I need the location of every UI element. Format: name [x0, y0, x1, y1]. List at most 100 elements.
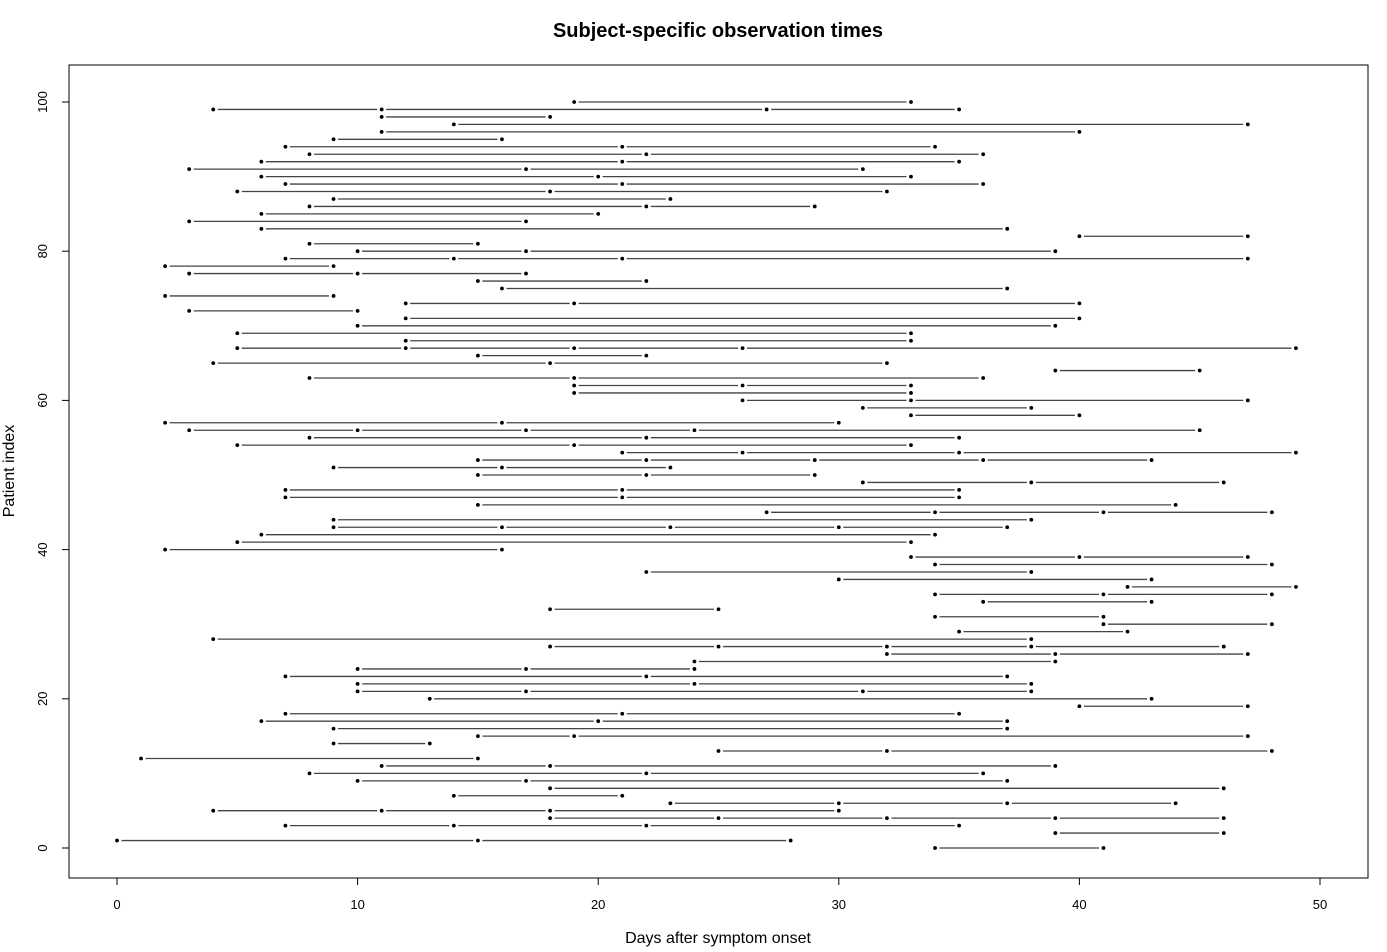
observation-point	[885, 361, 889, 365]
observation-point	[1245, 234, 1250, 239]
observation-point	[668, 465, 673, 470]
observation-point	[1029, 637, 1034, 642]
observation-point	[355, 428, 360, 433]
observation-point	[644, 771, 649, 776]
observation-point	[644, 570, 649, 574]
observation-point	[933, 532, 937, 537]
observation-point	[764, 510, 769, 515]
y-tick-label: 20	[35, 692, 50, 706]
observation-point	[1149, 458, 1154, 462]
observation-point	[860, 689, 865, 694]
observation-point	[1149, 577, 1154, 582]
observation-point	[211, 637, 216, 642]
observation-point	[1029, 517, 1034, 522]
observation-point	[451, 122, 456, 127]
observation-point	[283, 182, 288, 186]
observation-point	[548, 189, 552, 194]
observation-point	[1005, 286, 1010, 291]
observation-point	[283, 674, 288, 679]
observation-point	[860, 480, 865, 485]
observation-point	[1221, 831, 1226, 835]
observation-point	[500, 286, 504, 291]
observation-point	[524, 167, 528, 172]
observation-point	[620, 182, 625, 186]
observation-point	[187, 271, 192, 276]
observation-point	[476, 473, 480, 477]
observation-point	[788, 838, 793, 843]
observation-point	[355, 323, 360, 328]
observation-point	[1269, 592, 1274, 597]
observation-point	[1245, 122, 1250, 127]
observation-point	[283, 495, 288, 500]
x-tick-label: 50	[1313, 897, 1327, 912]
observation-point	[524, 428, 528, 433]
observation-point	[909, 540, 913, 545]
observation-point	[620, 793, 625, 798]
observation-point	[1077, 129, 1082, 134]
observation-point	[403, 338, 408, 343]
observation-point	[933, 510, 937, 515]
observation-point	[909, 555, 913, 559]
observation-point	[235, 346, 240, 351]
observation-point	[524, 271, 528, 276]
observation-point	[1197, 368, 1202, 373]
observation-point	[355, 689, 360, 694]
observation-point	[403, 316, 408, 321]
observation-point	[355, 271, 360, 276]
observation-point	[1053, 249, 1058, 254]
observation-point	[1053, 368, 1058, 373]
observation-point	[1294, 346, 1298, 351]
observation-point	[1294, 585, 1298, 589]
y-axis-label: Patient index	[1, 425, 18, 518]
observation-point	[259, 226, 264, 231]
observation-point	[1005, 674, 1010, 679]
observation-point	[836, 420, 841, 425]
observation-point	[860, 405, 865, 410]
observation-point	[331, 137, 336, 142]
observation-point	[836, 525, 841, 530]
observation-point	[620, 488, 625, 492]
observation-point	[548, 808, 552, 813]
observation-point	[283, 256, 288, 261]
observation-point	[885, 749, 889, 753]
observation-point	[331, 726, 336, 731]
observation-point	[1173, 801, 1178, 806]
observation-point	[644, 473, 649, 477]
observation-point	[885, 189, 889, 194]
observation-point	[909, 413, 913, 418]
observation-point	[957, 495, 961, 500]
observation-point	[1005, 525, 1010, 530]
observation-point	[1245, 734, 1250, 738]
observation-point	[620, 144, 625, 149]
observation-point	[355, 681, 360, 686]
observation-point	[548, 786, 552, 791]
observation-point	[572, 391, 577, 395]
observation-point	[331, 197, 336, 201]
observation-point	[524, 667, 528, 671]
observation-point	[283, 823, 288, 828]
observation-point	[1077, 413, 1082, 418]
observation-point	[1269, 749, 1274, 753]
observation-point	[668, 197, 673, 201]
observation-point	[259, 212, 264, 216]
observation-point	[836, 808, 841, 813]
observation-point	[1029, 689, 1034, 694]
observation-point	[307, 204, 312, 209]
observation-point	[933, 144, 937, 149]
observation-point	[692, 659, 697, 664]
observation-point	[524, 249, 528, 254]
observation-point	[331, 741, 336, 746]
observation-point	[981, 599, 986, 604]
observation-point	[692, 681, 697, 686]
observation-point	[933, 846, 937, 850]
observation-point	[668, 801, 673, 806]
observation-point	[1125, 629, 1130, 634]
observation-point	[981, 771, 986, 776]
observation-point	[620, 495, 625, 500]
observation-point	[1101, 510, 1106, 515]
observation-point	[235, 189, 240, 194]
observation-point	[500, 547, 504, 552]
observation-point	[283, 144, 288, 149]
observation-point	[740, 346, 745, 351]
